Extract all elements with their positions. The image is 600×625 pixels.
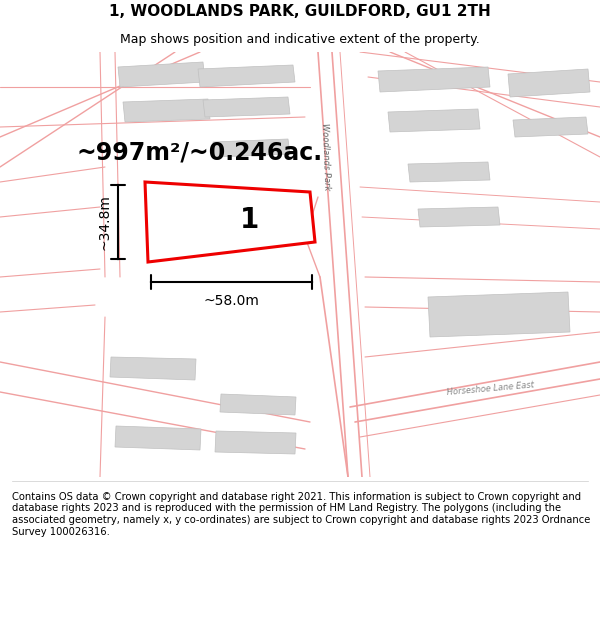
Polygon shape bbox=[220, 394, 296, 415]
Polygon shape bbox=[508, 69, 590, 97]
Text: 1: 1 bbox=[240, 206, 259, 234]
Text: Horseshoe Lane East: Horseshoe Lane East bbox=[446, 381, 534, 398]
Polygon shape bbox=[428, 292, 570, 337]
Text: ~58.0m: ~58.0m bbox=[203, 294, 259, 308]
Text: 1, WOODLANDS PARK, GUILDFORD, GU1 2TH: 1, WOODLANDS PARK, GUILDFORD, GU1 2TH bbox=[109, 4, 491, 19]
Polygon shape bbox=[215, 431, 296, 454]
Polygon shape bbox=[513, 117, 588, 137]
Polygon shape bbox=[418, 207, 500, 227]
Polygon shape bbox=[110, 357, 196, 380]
Polygon shape bbox=[203, 97, 290, 117]
Text: ~997m²/~0.246ac.: ~997m²/~0.246ac. bbox=[77, 140, 323, 164]
Text: Map shows position and indicative extent of the property.: Map shows position and indicative extent… bbox=[120, 32, 480, 46]
Polygon shape bbox=[378, 67, 490, 92]
Text: Contains OS data © Crown copyright and database right 2021. This information is : Contains OS data © Crown copyright and d… bbox=[12, 492, 590, 537]
Polygon shape bbox=[123, 99, 210, 122]
Polygon shape bbox=[408, 162, 490, 182]
Text: ~34.8m: ~34.8m bbox=[98, 194, 112, 250]
Polygon shape bbox=[198, 65, 295, 87]
Polygon shape bbox=[145, 182, 315, 262]
Polygon shape bbox=[213, 139, 290, 157]
Polygon shape bbox=[388, 109, 480, 132]
Polygon shape bbox=[118, 62, 205, 87]
Text: Woodlands Park: Woodlands Park bbox=[320, 123, 332, 191]
Polygon shape bbox=[115, 426, 201, 450]
